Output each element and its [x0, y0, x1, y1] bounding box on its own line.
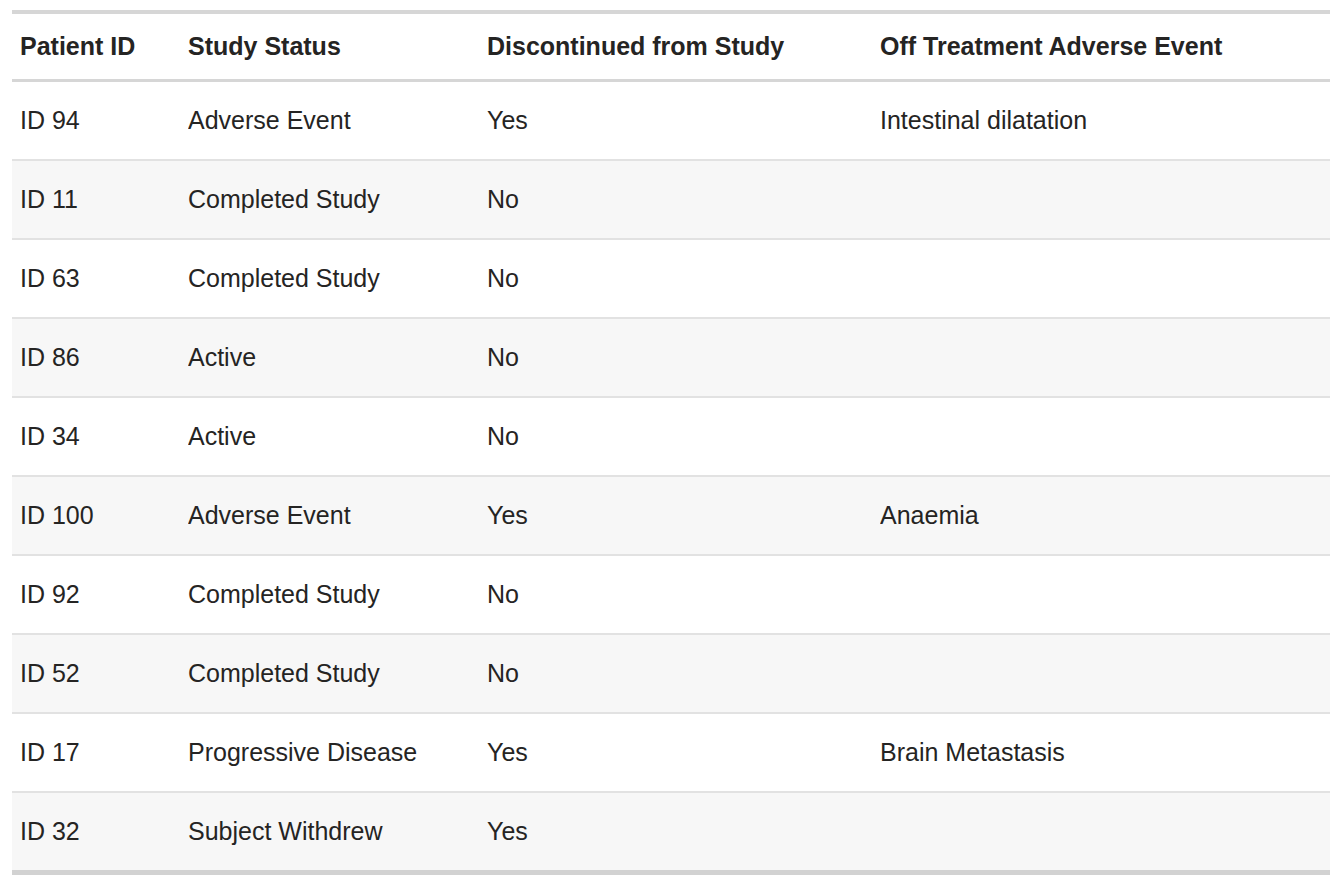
cell-off-treatment-adverse-event: Intestinal dilatation: [880, 81, 1330, 161]
column-header-study-status[interactable]: Study Status: [188, 12, 487, 81]
cell-off-treatment-adverse-event: Brain Metastasis: [880, 713, 1330, 792]
table-row[interactable]: ID 100Adverse EventYesAnaemia: [12, 476, 1330, 555]
cell-study-status: Completed Study: [188, 634, 487, 713]
cell-off-treatment-adverse-event: [880, 555, 1330, 634]
table-row[interactable]: ID 52Completed StudyNo: [12, 634, 1330, 713]
table-row[interactable]: ID 11Completed StudyNo: [12, 160, 1330, 239]
table-row[interactable]: ID 17Progressive DiseaseYesBrain Metasta…: [12, 713, 1330, 792]
table-header: Patient ID Study Status Discontinued fro…: [12, 12, 1330, 81]
cell-patient-id: ID 17: [12, 713, 188, 792]
table-row[interactable]: ID 94Adverse EventYesIntestinal dilatati…: [12, 81, 1330, 161]
cell-study-status: Progressive Disease: [188, 713, 487, 792]
cell-discontinued: Yes: [487, 81, 880, 161]
cell-discontinued: No: [487, 160, 880, 239]
cell-off-treatment-adverse-event: Anaemia: [880, 476, 1330, 555]
cell-off-treatment-adverse-event: [880, 634, 1330, 713]
cell-discontinued: No: [487, 555, 880, 634]
cell-study-status: Active: [188, 318, 487, 397]
table-body: ID 94Adverse EventYesIntestinal dilatati…: [12, 81, 1330, 873]
cell-study-status: Completed Study: [188, 555, 487, 634]
cell-study-status: Subject Withdrew: [188, 792, 487, 873]
column-header-off-treatment-adverse-event[interactable]: Off Treatment Adverse Event: [880, 12, 1330, 81]
cell-discontinued: Yes: [487, 476, 880, 555]
cell-off-treatment-adverse-event: [880, 160, 1330, 239]
cell-discontinued: No: [487, 318, 880, 397]
column-header-patient-id[interactable]: Patient ID: [12, 12, 188, 81]
cell-patient-id: ID 52: [12, 634, 188, 713]
header-row: Patient ID Study Status Discontinued fro…: [12, 12, 1330, 81]
table-row[interactable]: ID 34ActiveNo: [12, 397, 1330, 476]
cell-patient-id: ID 100: [12, 476, 188, 555]
cell-off-treatment-adverse-event: [880, 792, 1330, 873]
cell-off-treatment-adverse-event: [880, 239, 1330, 318]
cell-patient-id: ID 86: [12, 318, 188, 397]
patient-study-table: Patient ID Study Status Discontinued fro…: [12, 10, 1330, 875]
cell-discontinued: No: [487, 397, 880, 476]
cell-discontinued: No: [487, 239, 880, 318]
cell-study-status: Adverse Event: [188, 81, 487, 161]
cell-patient-id: ID 94: [12, 81, 188, 161]
cell-patient-id: ID 11: [12, 160, 188, 239]
cell-study-status: Adverse Event: [188, 476, 487, 555]
cell-off-treatment-adverse-event: [880, 397, 1330, 476]
cell-study-status: Completed Study: [188, 239, 487, 318]
cell-patient-id: ID 92: [12, 555, 188, 634]
cell-discontinued: Yes: [487, 713, 880, 792]
cell-patient-id: ID 34: [12, 397, 188, 476]
cell-study-status: Completed Study: [188, 160, 487, 239]
cell-patient-id: ID 63: [12, 239, 188, 318]
cell-patient-id: ID 32: [12, 792, 188, 873]
table-row[interactable]: ID 92Completed StudyNo: [12, 555, 1330, 634]
cell-discontinued: No: [487, 634, 880, 713]
table-row[interactable]: ID 63Completed StudyNo: [12, 239, 1330, 318]
table-row[interactable]: ID 32Subject WithdrewYes: [12, 792, 1330, 873]
cell-study-status: Active: [188, 397, 487, 476]
cell-discontinued: Yes: [487, 792, 880, 873]
table-row[interactable]: ID 86ActiveNo: [12, 318, 1330, 397]
cell-off-treatment-adverse-event: [880, 318, 1330, 397]
column-header-discontinued-from-study[interactable]: Discontinued from Study: [487, 12, 880, 81]
